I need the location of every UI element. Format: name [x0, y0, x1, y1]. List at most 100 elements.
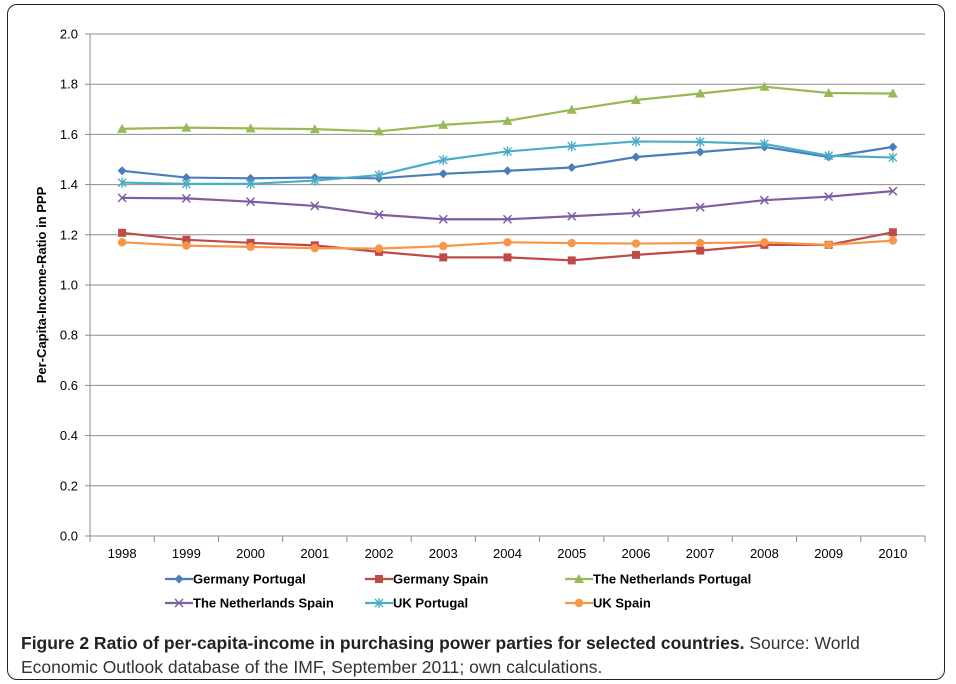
data-point — [245, 123, 256, 133]
legend-marker — [574, 598, 584, 608]
data-point — [181, 122, 192, 132]
data-point — [695, 202, 705, 212]
data-point — [631, 136, 641, 147]
legend-label: UK Spain — [593, 596, 651, 611]
data-point — [246, 242, 255, 252]
x-tick-label: 2006 — [622, 546, 651, 561]
legend-marker — [574, 574, 584, 583]
legend-item: The Netherlands Portugal — [565, 572, 751, 587]
data-point — [631, 152, 641, 162]
y-tick-label: 1.0 — [60, 278, 78, 293]
y-axis-label: Per-Capita-Income-Ratio in PPP — [34, 186, 49, 383]
legend-marker — [174, 598, 184, 608]
data-point — [695, 238, 705, 248]
data-point — [567, 238, 576, 248]
legend-marker — [374, 598, 384, 608]
x-tick-label: 2009 — [814, 546, 843, 561]
data-point — [439, 241, 448, 251]
x-tick-label: 2000 — [236, 546, 265, 561]
line-chart: 0.0 0.2 0.4 0.6 0.8 1.0 1.2 1.4 1.6 1.8 2.0 1998 199… — [34, 27, 926, 611]
data-point — [630, 95, 641, 105]
data-point — [246, 178, 256, 189]
legend-item: The Netherlands Spain — [165, 596, 334, 611]
series-the-netherlands-portugal — [117, 81, 898, 136]
x-tick-label: 2001 — [300, 546, 329, 561]
data-point — [117, 123, 128, 133]
data-point — [760, 238, 769, 247]
data-point — [888, 228, 897, 237]
data-point — [567, 256, 576, 265]
data-point — [181, 193, 191, 203]
data-point — [567, 163, 577, 173]
data-point — [567, 141, 577, 152]
data-point — [310, 243, 320, 253]
data-point — [888, 236, 898, 245]
legend-item: UK Portugal — [365, 596, 468, 611]
data-point — [888, 186, 898, 196]
x-tick-label: 1999 — [172, 546, 201, 561]
data-point — [824, 150, 834, 161]
x-tick-label: 2002 — [365, 546, 394, 561]
data-point — [502, 115, 513, 125]
data-point — [503, 238, 512, 247]
data-point — [118, 228, 127, 237]
data-point — [887, 88, 898, 98]
figure-caption: Figure 2 Ratio of per-capita-income in p… — [21, 631, 931, 679]
data-point — [631, 208, 641, 218]
legend-label: The Netherlands Portugal — [593, 572, 751, 587]
data-point — [759, 81, 770, 91]
x-tick-label: 2008 — [750, 546, 779, 561]
series-the-netherlands-spain — [117, 186, 898, 224]
data-point — [566, 104, 577, 114]
data-point — [759, 138, 769, 149]
gridlines — [90, 33, 925, 487]
x-tick-label: 2004 — [493, 546, 522, 561]
y-tick-label: 1.4 — [60, 177, 78, 192]
legend: Germany Portugal Germany Spain The Netherl… — [165, 572, 751, 611]
data-point — [888, 142, 898, 152]
series-line — [122, 190, 893, 221]
figure-frame — [7, 4, 945, 680]
legend-label: Germany Spain — [393, 572, 488, 587]
caption-text: Source: World Economic Outlook database … — [21, 633, 860, 677]
x-tick-label: 1998 — [108, 546, 137, 561]
data-point — [374, 126, 385, 136]
data-point — [696, 246, 705, 255]
legend-label: The Netherlands Spain — [193, 596, 334, 611]
x-tick-label: 2005 — [557, 546, 586, 561]
data-point — [631, 250, 640, 259]
data-point — [695, 147, 705, 157]
data-point — [182, 241, 191, 250]
data-point — [438, 169, 448, 179]
data-point — [246, 173, 256, 183]
y-tick-label: 0.6 — [60, 378, 78, 393]
data-point — [631, 239, 641, 248]
data-point — [759, 195, 769, 205]
data-point — [310, 175, 320, 186]
data-point — [567, 211, 577, 221]
data-point — [246, 197, 256, 207]
data-point — [181, 178, 191, 189]
data-point — [888, 152, 898, 163]
data-point — [310, 201, 320, 211]
data-point — [181, 173, 191, 183]
data-point — [824, 192, 834, 202]
data-point — [695, 88, 706, 98]
y-tick-label: 1.6 — [60, 127, 78, 142]
data-point — [374, 244, 384, 253]
data-point — [117, 166, 127, 176]
series-uk-spain — [117, 236, 898, 253]
x-tick-label: 2010 — [878, 546, 907, 561]
data-point — [438, 155, 448, 166]
legend-label: UK Portugal — [393, 596, 468, 611]
data-point — [503, 253, 512, 262]
caption-title: Figure 2 Ratio of per-capita-income in p… — [21, 633, 745, 653]
data-point — [117, 238, 127, 247]
data-point — [823, 87, 834, 97]
series-uk-portugal — [117, 136, 898, 189]
data-point — [309, 124, 320, 134]
y-tick-label: 0.2 — [60, 478, 78, 493]
data-point — [503, 146, 512, 157]
series-layer — [117, 81, 898, 265]
y-tick-label: 1.2 — [60, 227, 78, 242]
